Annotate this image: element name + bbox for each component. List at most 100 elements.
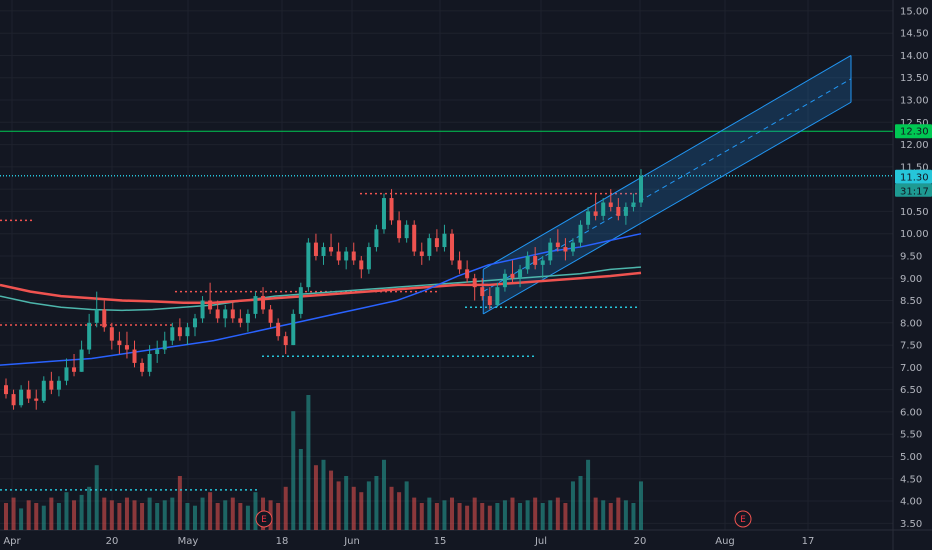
candle-body (321, 247, 326, 256)
candle-body (374, 229, 379, 248)
price-axis-label: 14.00 (900, 51, 929, 62)
volume-bar (525, 500, 530, 530)
candle-body (465, 269, 470, 279)
volume-bar (472, 497, 477, 530)
earnings-circle (255, 510, 273, 528)
candle-body (540, 260, 545, 265)
candle-body (261, 296, 266, 310)
volume-bar (533, 497, 538, 530)
volume-bar (480, 503, 485, 530)
candle-body (427, 238, 432, 256)
volume-bar (313, 465, 318, 530)
candle-body (200, 300, 205, 319)
volume-bar (291, 411, 296, 530)
volume-bar (586, 459, 591, 530)
time-axis-label: Jul (534, 536, 547, 547)
candle-body (298, 287, 303, 314)
volume-bar (570, 481, 575, 530)
volume-bar (64, 492, 69, 530)
earnings-circle (734, 510, 752, 528)
time-axis-label: 18 (276, 536, 289, 547)
candle-body (616, 206, 621, 216)
candle-body (593, 211, 598, 216)
volume-bar (177, 476, 182, 530)
candle-body (510, 273, 515, 279)
time-axis[interactable]: Apr 20 May 18 Jun 15 Jul 20 Aug 17 (3, 536, 814, 547)
volume-bar (147, 497, 152, 530)
volume-bar (616, 497, 621, 530)
candle-body (185, 327, 190, 337)
candle-body (72, 367, 77, 372)
volume-bar (49, 497, 54, 530)
price-axis-label: 8.00 (900, 318, 922, 329)
volume-bar (94, 465, 99, 530)
volume-bar (389, 486, 394, 530)
candle-body (162, 340, 167, 350)
ema-mid-line (0, 266, 642, 312)
target-price-badge: 12.30 (900, 127, 929, 138)
price-axis[interactable]: 15.00 14.50 14.00 13.50 13.00 12.50 12.00 11.50… (900, 6, 929, 529)
candle-body (578, 224, 583, 243)
candle-body (64, 367, 69, 381)
candle-body (555, 242, 560, 248)
candle-body (170, 327, 175, 341)
earnings-marker[interactable]: E (255, 510, 273, 528)
candle-body (623, 206, 628, 216)
volume-bar (26, 500, 31, 530)
volume-bar (510, 497, 515, 530)
candle-body (313, 242, 318, 256)
candle-body (359, 260, 364, 270)
candle-body (548, 242, 553, 261)
regression-channel[interactable] (482, 55, 852, 315)
volume-bar (223, 500, 228, 530)
candle-body (155, 349, 160, 354)
candle-body (253, 296, 258, 314)
earnings-marker[interactable]: E (734, 510, 752, 528)
candle-body (570, 242, 575, 252)
volume-bar (631, 503, 636, 530)
candle-body (147, 354, 152, 372)
volume-bar (19, 508, 24, 530)
volume-bar (155, 503, 160, 530)
time-axis-label: Aug (715, 536, 735, 547)
candle-body (306, 242, 311, 288)
candle-body (223, 309, 228, 319)
candle-body (109, 327, 114, 341)
candle-body (351, 251, 356, 261)
horizontal-levels (0, 130, 893, 491)
time-axis-label: 17 (802, 536, 815, 547)
volume-bar (34, 503, 39, 530)
price-axis-label: 4.50 (900, 474, 922, 485)
price-axis-label: 4.00 (900, 497, 922, 508)
price-axis-label: 11.50 (900, 162, 929, 173)
candle-body (404, 224, 409, 239)
volume-bar (563, 503, 568, 530)
time-axis-label: 20 (634, 536, 647, 547)
ema-slow-line (0, 271, 642, 305)
volume-bar (495, 503, 500, 530)
candle-body (329, 247, 334, 252)
price-axis-label: 7.50 (900, 341, 922, 352)
candlesticks (4, 169, 643, 410)
price-axis-label: 3.50 (900, 519, 922, 530)
volume-bar (79, 494, 84, 530)
candle-body (245, 313, 250, 323)
volume-bar (102, 497, 107, 530)
volume-bar (208, 492, 213, 530)
volume-bar (336, 481, 341, 530)
candle-body (601, 202, 606, 216)
volume-bar (548, 500, 553, 530)
volume-bar (344, 476, 349, 530)
target-price-badge-bg (895, 124, 932, 139)
candle-body (208, 300, 213, 310)
volume-bar (465, 505, 470, 530)
candle-body (291, 313, 296, 346)
candle-body (177, 327, 182, 337)
volume-bar (238, 503, 243, 530)
price-axis-label: 10.00 (900, 229, 929, 240)
volume-bar (170, 497, 175, 530)
candle-body (533, 255, 538, 265)
